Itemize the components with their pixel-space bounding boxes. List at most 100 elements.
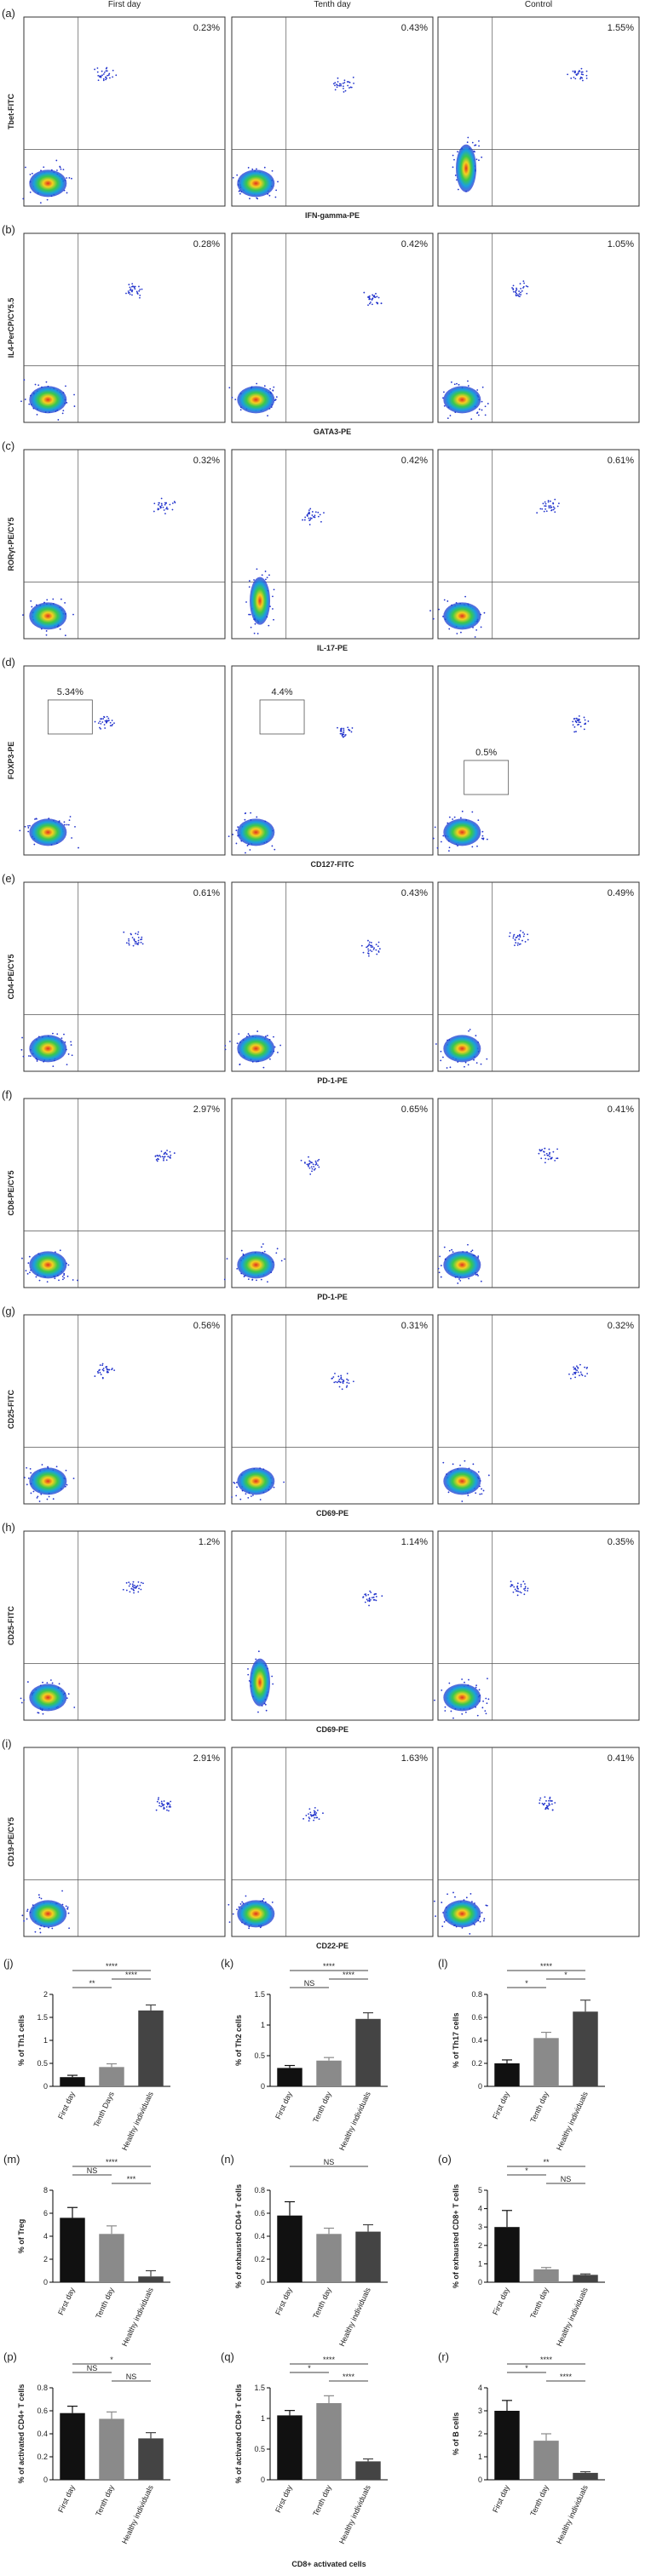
event-dot xyxy=(29,1468,32,1470)
event-dot xyxy=(441,1902,443,1903)
event-dot xyxy=(376,953,378,955)
event-dot xyxy=(473,150,475,152)
event-dot xyxy=(343,82,346,83)
y-tick-label: 4 xyxy=(43,2232,48,2240)
event-dot xyxy=(482,1489,485,1492)
event-dot xyxy=(315,1812,318,1814)
event-dot xyxy=(314,511,317,513)
event-dot xyxy=(133,938,135,941)
significance-label: * xyxy=(564,1971,567,1979)
event-dot xyxy=(554,511,556,513)
event-dot xyxy=(63,1033,65,1036)
event-dot xyxy=(545,510,548,513)
quadrant-percentage: 0.56% xyxy=(193,1321,220,1331)
event-dot xyxy=(123,931,125,933)
event-dot xyxy=(107,74,110,76)
event-dot xyxy=(316,1809,319,1811)
event-dot xyxy=(486,838,488,840)
event-dot xyxy=(36,413,38,416)
event-dot xyxy=(369,949,372,951)
significance-label: **** xyxy=(106,2158,118,2166)
event-dot xyxy=(516,287,517,290)
event-dot xyxy=(368,295,371,297)
event-dot xyxy=(247,1497,250,1499)
event-dot xyxy=(105,76,107,78)
event-dot xyxy=(99,726,101,729)
bar xyxy=(138,2276,164,2282)
event-dot xyxy=(322,1812,324,1815)
event-dot xyxy=(106,70,108,72)
event-dot xyxy=(232,176,234,179)
quadrant-percentage: 0.41% xyxy=(608,1104,634,1115)
event-dot xyxy=(452,1891,454,1894)
event-dot xyxy=(318,1818,320,1821)
event-dot xyxy=(134,288,136,290)
event-dot xyxy=(452,1717,454,1719)
event-dot xyxy=(539,1802,541,1804)
significance-label: **** xyxy=(343,2372,355,2381)
event-dot xyxy=(519,1591,521,1593)
event-dot xyxy=(141,938,143,940)
event-dot xyxy=(452,1463,454,1466)
x-tick-label: First day xyxy=(274,2483,294,2514)
event-dot xyxy=(105,1366,107,1368)
event-dot xyxy=(165,1159,168,1162)
event-dot xyxy=(29,191,32,193)
event-dot xyxy=(527,285,529,288)
event-dot xyxy=(265,578,267,581)
event-dot xyxy=(27,824,29,827)
bar xyxy=(60,2077,85,2086)
event-dot xyxy=(235,1482,238,1483)
event-dot xyxy=(509,935,510,938)
bar xyxy=(99,2067,124,2086)
event-dot xyxy=(312,515,314,518)
y-axis-label: CD25-FITC xyxy=(7,1606,15,1646)
y-tick-label: 0.8 xyxy=(37,2384,48,2392)
event-dot xyxy=(468,1277,470,1280)
event-dot xyxy=(544,1808,547,1810)
event-dot xyxy=(544,1802,546,1804)
event-dot xyxy=(487,1678,488,1680)
event-dot xyxy=(131,1586,134,1587)
event-dot xyxy=(320,520,322,523)
event-dot xyxy=(23,1477,26,1479)
event-dot xyxy=(360,944,363,947)
event-dot xyxy=(97,722,100,725)
event-dot xyxy=(343,735,346,737)
event-dot xyxy=(440,1050,442,1053)
event-dot xyxy=(458,1278,460,1280)
event-dot xyxy=(38,1279,41,1282)
event-dot xyxy=(66,823,68,826)
event-dot xyxy=(39,202,42,204)
event-dot xyxy=(380,302,383,305)
event-dot xyxy=(442,1056,444,1059)
event-dot xyxy=(483,1918,486,1920)
event-dot xyxy=(236,174,239,176)
event-dot xyxy=(446,417,449,420)
event-dot xyxy=(250,812,252,814)
event-dot xyxy=(527,933,529,936)
y-axis-label: % of Th2 cells xyxy=(234,2015,243,2066)
event-dot xyxy=(516,1587,519,1590)
event-dot xyxy=(584,1375,586,1377)
y-tick-label: 0 xyxy=(478,2082,482,2091)
event-dot xyxy=(262,1898,265,1900)
event-dot xyxy=(543,1804,544,1806)
event-dot xyxy=(254,622,256,625)
event-dot xyxy=(371,1597,373,1599)
event-dot xyxy=(70,1041,72,1043)
event-dot xyxy=(549,1156,551,1157)
bar xyxy=(494,2411,520,2480)
event-dot xyxy=(573,1371,575,1374)
event-dot xyxy=(515,942,517,944)
event-dot xyxy=(272,389,274,392)
event-dot xyxy=(101,70,103,72)
event-dot xyxy=(274,848,276,851)
event-dot xyxy=(309,1814,312,1816)
event-dot xyxy=(373,947,375,950)
event-dot xyxy=(103,715,105,718)
x-tick-label: Tenth day xyxy=(94,2483,116,2517)
event-dot xyxy=(337,1381,338,1384)
event-dot xyxy=(485,1904,487,1907)
